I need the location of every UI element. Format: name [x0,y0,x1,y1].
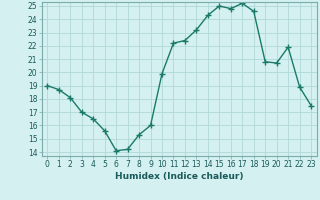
X-axis label: Humidex (Indice chaleur): Humidex (Indice chaleur) [115,172,244,181]
